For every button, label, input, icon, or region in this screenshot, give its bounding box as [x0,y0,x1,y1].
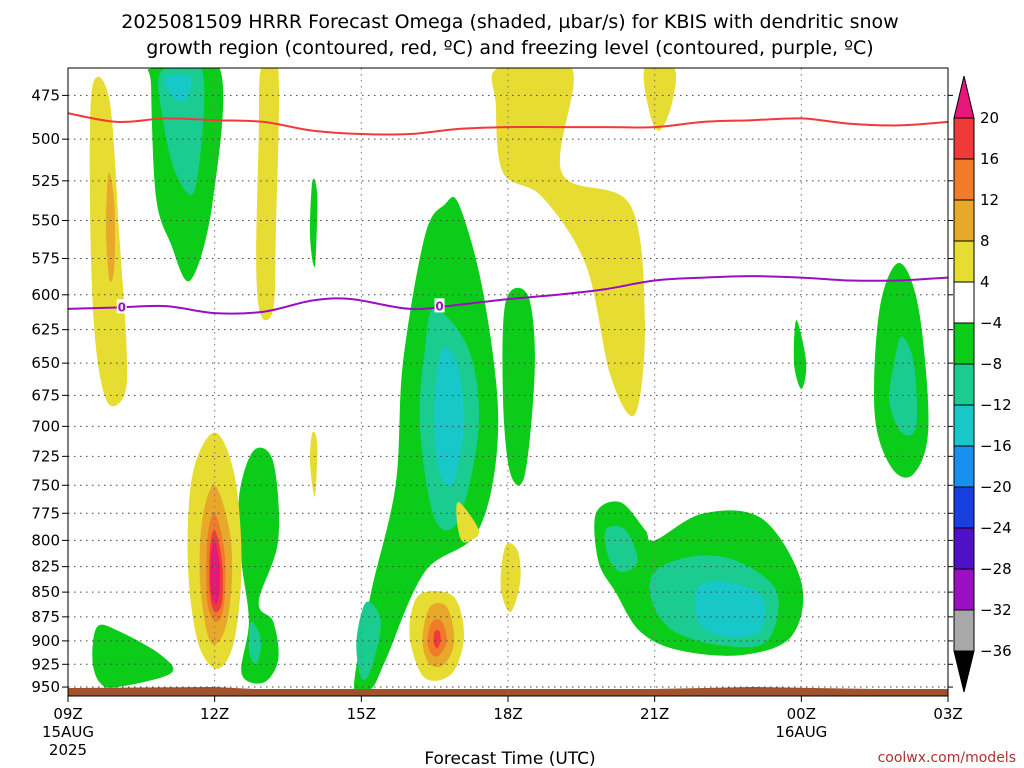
colorbar-tick-label-3: 8 [980,232,990,250]
omega-region-orange-early-upper [105,172,116,283]
colorbar-swatch-r4_8 [953,240,975,283]
omega-region-green-14z-small [309,178,318,268]
dgz-contour-line [68,112,948,136]
y-tick-label-900: 900 [31,632,60,650]
colorbar-tick-label-7: −12 [980,396,1012,414]
x-tick-label-1: 12Z [200,705,229,723]
colorbar-tick-label-8: −16 [980,437,1012,455]
colorbar-swatch-rn4_4 [953,281,975,324]
y-tick-label-575: 575 [31,249,60,267]
freezing-label-bg-0 [116,299,127,314]
omega-region-teal-02z [889,336,918,436]
omega-region-yellow-col-18z [491,68,645,417]
y-tick-label-475: 475 [31,86,60,104]
y-tick-label-675: 675 [31,386,60,404]
omega-region-cyan-16z-column [434,347,465,487]
freezing-level-label-0: 0 [118,300,126,314]
terrain-layer [68,687,948,696]
x-tick-label-3: 18Z [493,705,522,723]
x-tick-date-5: 16AUG [775,723,827,741]
y-axis-pressure: 475 500 525 550 575 600 625 650 675 700 725 750 775 8… [31,86,953,696]
omega-region-green-00z-small [793,320,807,389]
omega-region-yellow-17z-small [456,502,480,543]
colorbar-under-arrow [953,650,975,693]
colorbar-swatch-rn16_n12 [953,404,975,447]
x-tick-label-5: 00Z [787,705,816,723]
colorbar-tick-label-2: 12 [980,191,999,209]
colorbar-tick-label-5: −4 [980,314,1002,332]
y-tick-label-725: 725 [31,447,60,465]
omega-region-teal-top-left [158,68,205,196]
y-tick-label-775: 775 [31,504,60,522]
colorbar-tick-label-6: −8 [980,355,1002,373]
plot-grid [67,68,949,696]
x-tick-label-6: 03Z [933,705,962,723]
y-tick-label-700: 700 [31,417,60,435]
omega-region-red-16z-blob [433,630,441,649]
omega-region-green-13z-column [238,447,280,684]
freezing-label-bg-1 [434,298,445,313]
colorbar-tick-label-1: 16 [980,150,999,168]
terrain-band [68,687,948,696]
colorbar-swatch-rn8_n4 [953,322,975,365]
omega-region-yellow-top-21z [643,68,677,131]
y-tick-label-750: 750 [31,476,60,494]
y-tick-label-500: 500 [31,130,60,148]
colorbar-swatch-rn24_n20 [953,486,975,529]
omega-region-teal-13z-column [248,621,262,665]
colorbar-tick-label-0: 20 [980,109,999,127]
x-tick-label-0: 09Z [53,705,82,723]
omega-region-cyan-23z [695,581,766,638]
y-tick-label-925: 925 [31,655,60,673]
colorbar-tick-label-4: 4 [980,273,990,291]
y-tick-label-600: 600 [31,286,60,304]
colorbar-tick-label-12: −32 [980,601,1012,619]
colorbar-swatch-r12_16 [953,158,975,201]
y-tick-label-950: 950 [31,678,60,696]
y-tick-label-525: 525 [31,172,60,190]
colorbar-tick-label-9: −20 [980,478,1012,496]
colorbar-tick-label-11: −28 [980,560,1012,578]
colorbar-swatch-rn32_n28 [953,568,975,611]
omega-region-green-10z-low [92,624,174,688]
x-tick-label-2: 15Z [347,705,376,723]
x-axis-label: Forecast Time (UTC) [424,749,595,768]
y-tick-label-875: 875 [31,608,60,626]
x-tick-label-4: 21Z [640,705,669,723]
x-tick-year-0: 2025 [49,741,87,759]
freezing-level-line [68,275,948,315]
y-tick-label-650: 650 [31,354,60,372]
colorbar-swatch-r16_20 [953,117,975,160]
colorbar-swatch-rn28_n24 [953,527,975,570]
credit-text: coolwx.com/models [878,750,1016,766]
chart-title-line2: growth region (contoured, red, ºC) and f… [146,37,873,59]
omega-region-yellow-col-13z [256,68,279,321]
colorbar-tick-label-13: −36 [980,642,1012,660]
omega-region-yellow-14z-small [309,431,318,497]
freezing-level-label-1: 0 [435,299,443,313]
omega-region-green-18z [502,287,535,486]
colorbar-swatch-r8_12 [953,199,975,242]
y-tick-label-800: 800 [31,531,60,549]
colorbar-swatch-rn36_n32 [953,609,975,652]
omega-region-teal-20z-22z [604,525,638,572]
omega-region-yellow-18z-low [500,543,521,613]
colorbar-over-arrow [953,75,975,119]
x-tick-date-0: 15AUG [42,723,94,741]
colorbar-tick-label-10: −24 [980,519,1012,537]
y-tick-label-825: 825 [31,558,60,576]
colorbar-swatch-rn12_n8 [953,363,975,406]
chart-title-line1: 2025081509 HRRR Forecast Omega (shaded, … [121,11,898,33]
y-tick-label-625: 625 [31,321,60,339]
colorbar: 20 16 12 8 4 −4 −8 −12 −16 −20 −24 −28 −32 −36 [953,75,1012,693]
colorbar-swatch-rn20_n16 [953,445,975,488]
y-tick-label-550: 550 [31,212,60,230]
y-tick-label-850: 850 [31,583,60,601]
